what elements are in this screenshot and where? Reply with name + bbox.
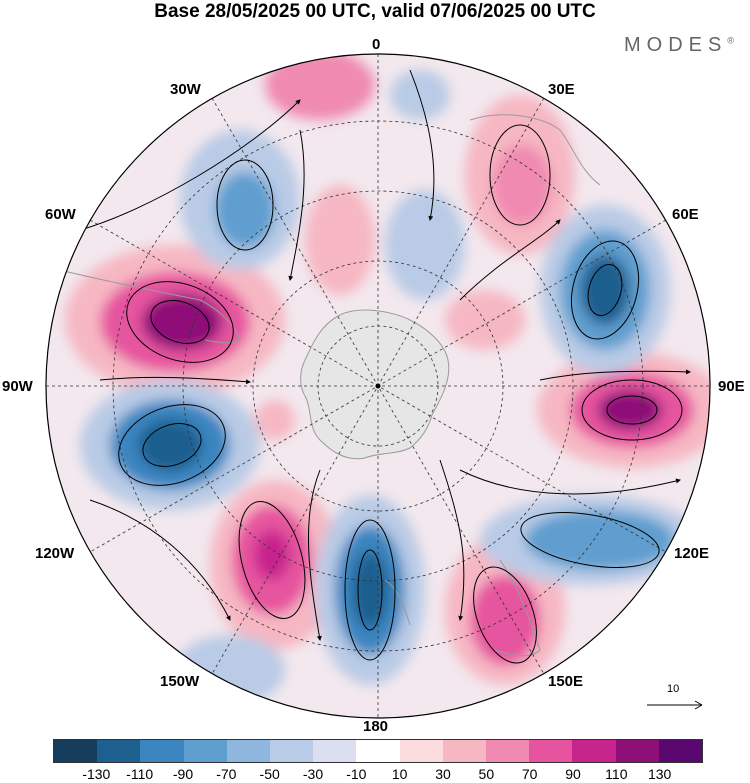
streamlines xyxy=(79,69,691,664)
colorbar-swatch xyxy=(399,740,443,762)
lon-label-0: 0 xyxy=(372,36,381,53)
brand-text: MODES xyxy=(624,34,728,56)
colorbar-tick-label: 110 xyxy=(605,766,628,782)
colorbar-tick-label: -10 xyxy=(346,766,367,782)
lon-label-180: 180 xyxy=(363,718,389,735)
lon-label-90w: 90W xyxy=(2,378,33,395)
colorbar-tick-label: 50 xyxy=(478,766,495,782)
lon-label-90e: 90E xyxy=(718,378,745,395)
map-title: Base 28/05/2025 00 UTC, valid 07/06/2025… xyxy=(154,1,596,22)
colorbar-tick-label: 90 xyxy=(565,766,581,782)
colorbar-tick-label: -110 xyxy=(126,766,154,782)
lon-label-30w: 30W xyxy=(170,81,201,98)
africa-outline xyxy=(469,114,601,186)
lon-label-60e: 60E xyxy=(672,206,699,223)
colorbar-tick-label: -130 xyxy=(82,766,111,782)
colorbar-swatch xyxy=(356,740,400,762)
colorbar-tick-label: 30 xyxy=(435,766,451,782)
modes-logo: MODES® xyxy=(624,34,734,57)
colorbar-tick-label: 10 xyxy=(391,766,408,782)
lon-label-60w: 60W xyxy=(45,206,76,223)
colorbar-swatch xyxy=(183,740,227,762)
polar-stereographic-map xyxy=(45,53,711,719)
colorbar-ticks: -130 -110 -90 -70 -50 -30 -10 10 30 50 70 90 110 130 xyxy=(0,766,750,783)
colorbar xyxy=(53,739,703,763)
anomaly-field xyxy=(46,54,710,718)
colorbar-swatch xyxy=(486,740,530,762)
colorbar-swatch xyxy=(226,740,271,762)
colorbar-swatch xyxy=(442,740,487,762)
colorbar-swatch xyxy=(658,740,703,762)
colorbar-swatch xyxy=(97,740,141,762)
colorbar-swatch xyxy=(615,740,659,762)
colorbar-swatch xyxy=(572,740,616,762)
antarctica-landmass xyxy=(300,309,450,460)
australia-outline xyxy=(494,559,541,657)
new-zealand-outline xyxy=(384,579,411,626)
colorbar-tick-label: 70 xyxy=(521,766,538,782)
registered-mark: ® xyxy=(727,35,734,46)
colorbar-tick-label: 130 xyxy=(647,766,672,782)
lon-label-150e: 150E xyxy=(548,673,584,690)
colorbar-swatch xyxy=(529,740,573,762)
lon-label-120e: 120E xyxy=(674,545,710,562)
reference-vector-label: 10 xyxy=(667,683,680,695)
colorbar-swatch xyxy=(140,740,184,762)
lon-label-150w: 150W xyxy=(160,673,200,690)
colorbar-tick-label: -50 xyxy=(259,766,280,782)
south-america-outline xyxy=(59,269,241,344)
positive-anomaly-0 xyxy=(305,185,375,295)
colorbar-tick-label: -30 xyxy=(302,766,324,782)
colorbar-swatch xyxy=(270,740,314,762)
colorbar-swatch xyxy=(313,740,357,762)
map-boundary xyxy=(45,53,711,719)
lon-label-30e: 30E xyxy=(548,81,575,98)
colorbar-swatch xyxy=(54,740,98,762)
colorbar-tick-label: -90 xyxy=(172,766,194,782)
colorbar-tick-label: -70 xyxy=(216,766,237,782)
lon-label-120w: 120W xyxy=(35,545,75,562)
reference-vector: 10 xyxy=(647,683,707,713)
